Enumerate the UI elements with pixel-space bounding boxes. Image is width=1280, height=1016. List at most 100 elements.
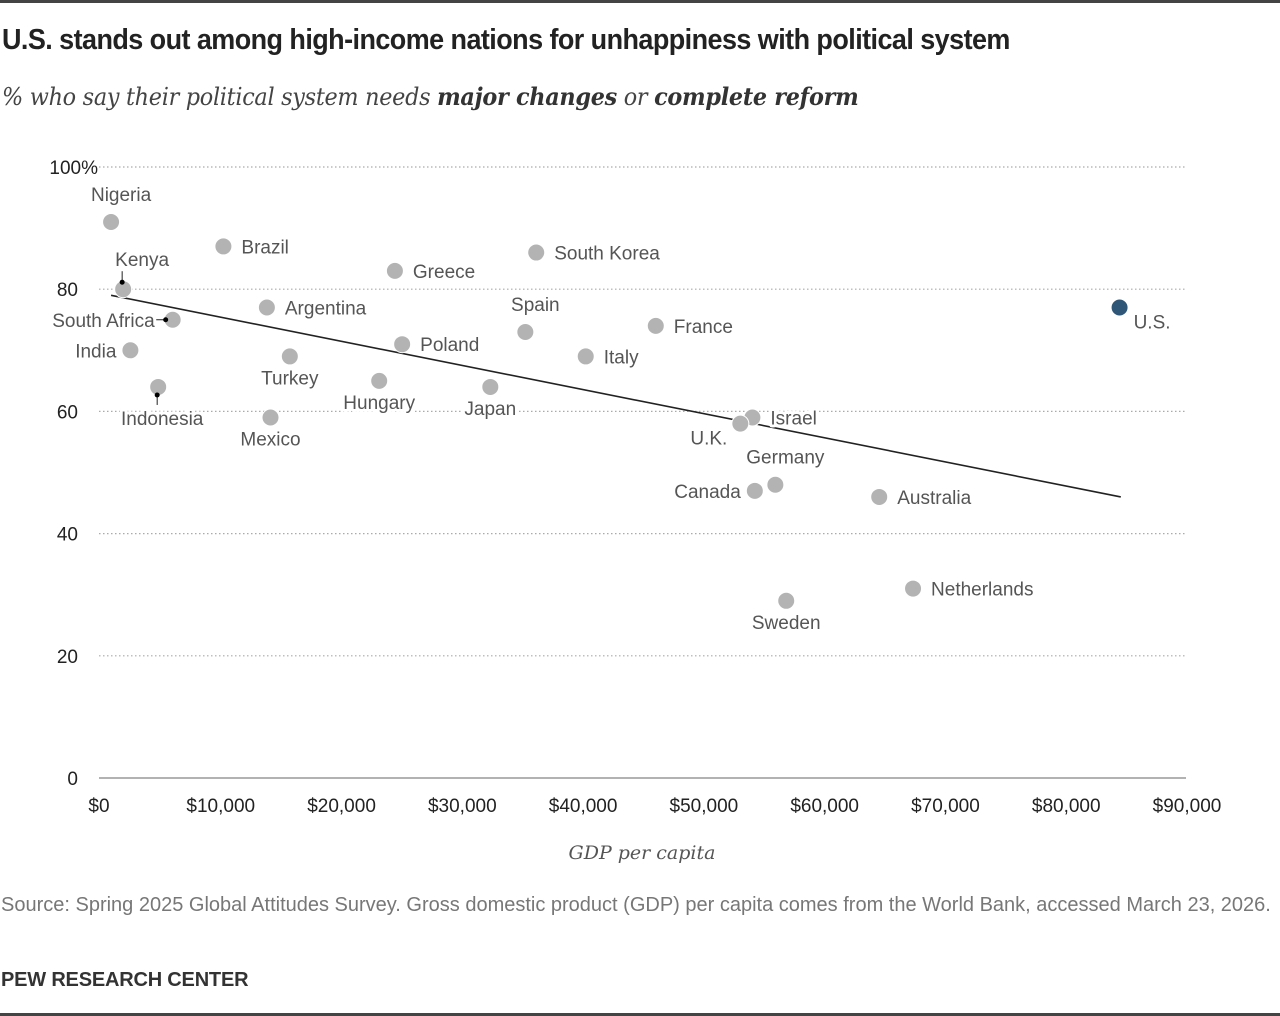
leader-dot (119, 279, 125, 285)
label-turkey: Turkey (261, 368, 319, 389)
label-poland: Poland (420, 335, 479, 356)
x-tick-label: $80,000 (1032, 796, 1101, 817)
point-netherlands (904, 579, 923, 598)
label-israel: Israel (770, 409, 816, 430)
y-tick-label: 20 (57, 647, 78, 668)
x-tick-label: $10,000 (186, 796, 255, 817)
label-nigeria: Nigeria (91, 185, 152, 206)
data-points (102, 212, 1129, 610)
point-hungary (370, 371, 389, 390)
scatter-chart: 0 20 40 60 80 100% $0 $10,000 $20,000 $30,000 $40… (49, 158, 1221, 864)
label-kenya: Kenya (115, 250, 169, 271)
label-halo: Argentina (285, 299, 367, 320)
label-netherlands: Netherlands (931, 580, 1033, 601)
label-indonesia: Indonesia (121, 409, 204, 430)
x-tick-label: $50,000 (670, 796, 739, 817)
label-u-k: U.K. (690, 429, 727, 450)
label-halo: Greece (413, 262, 475, 283)
label-halo: Sweden (752, 613, 821, 634)
label-australia: Australia (897, 488, 971, 509)
label-halo: Brazil (241, 237, 289, 258)
label-halo: Israel (770, 409, 816, 430)
chart-title: U.S. stands out among high-income nation… (2, 24, 1010, 56)
top-rule (0, 0, 1280, 3)
point-u-k (731, 414, 750, 433)
label-south-africa: South Africa (52, 311, 155, 332)
label-halo: Italy (604, 347, 639, 368)
label-halo: Poland (420, 335, 479, 356)
y-tick-label: 80 (57, 280, 78, 301)
x-tick-label: $90,000 (1153, 796, 1222, 817)
brand-label: PEW RESEARCH CENTER (1, 969, 249, 991)
label-halo: Germany (746, 448, 825, 469)
label-mexico: Mexico (240, 430, 300, 451)
y-axis-ticks: 0 20 40 60 80 100% (49, 158, 98, 790)
x-tick-label: $30,000 (428, 796, 497, 817)
label-japan: Japan (464, 399, 516, 420)
label-canada: Canada (674, 482, 741, 503)
subtitle-emphasis-major: major changes (437, 82, 617, 111)
source-note: Source: Spring 2025 Global Attitudes Sur… (1, 894, 1271, 916)
label-greece: Greece (413, 262, 475, 283)
point-nigeria (102, 212, 121, 231)
point-sweden (777, 591, 796, 610)
subtitle-prefix: % who say their political system needs (2, 83, 438, 111)
label-halo: South Africa (52, 311, 155, 332)
subtitle-connector: or (616, 83, 655, 111)
point-spain (516, 322, 535, 341)
y-tick-label: 60 (57, 402, 78, 423)
x-axis-ticks: $0 $10,000 $20,000 $30,000 $40,000 $50,000 $60… (88, 796, 1221, 817)
point-u-s (1110, 298, 1129, 317)
point-canada (745, 481, 764, 500)
label-halo: Japan (464, 399, 516, 420)
x-axis-title: GDP per capita (569, 842, 716, 864)
chart-subtitle: % who say their political system needs m… (2, 82, 859, 111)
point-brazil (214, 237, 233, 256)
label-sweden: Sweden (752, 613, 821, 634)
point-south-korea (527, 243, 546, 262)
point-greece (385, 261, 404, 280)
point-italy (576, 347, 595, 366)
leader-dot (154, 392, 160, 398)
point-argentina (257, 298, 276, 317)
point-india (121, 341, 140, 360)
point-germany (766, 475, 785, 494)
label-hungary: Hungary (343, 393, 415, 414)
point-france (646, 316, 665, 335)
label-halo: Mexico (240, 430, 300, 451)
y-tick-label: 0 (67, 769, 78, 790)
label-south-korea: South Korea (554, 244, 660, 265)
label-brazil: Brazil (241, 237, 289, 258)
label-halo: Nigeria (91, 185, 152, 206)
gridlines (99, 166, 1186, 779)
label-halo: France (674, 317, 733, 338)
label-halo: Spain (511, 295, 560, 316)
leader-dot (163, 317, 169, 323)
bottom-rule (0, 1013, 1280, 1016)
point-japan (481, 377, 500, 396)
x-tick-label: $40,000 (549, 796, 618, 817)
subtitle-emphasis-complete: complete reform (654, 82, 859, 111)
label-halo: Hungary (343, 393, 415, 414)
point-mexico (261, 408, 280, 427)
label-germany: Germany (746, 448, 825, 469)
label-halo: Netherlands (931, 580, 1033, 601)
label-india: India (75, 341, 117, 362)
x-tick-label: $70,000 (911, 796, 980, 817)
label-france: France (674, 317, 733, 338)
x-tick-label: $20,000 (307, 796, 376, 817)
y-tick-label: 100% (49, 158, 98, 179)
label-halo: Canada (674, 482, 741, 503)
label-halo: South Korea (554, 244, 660, 265)
point-turkey (280, 347, 299, 366)
label-spain: Spain (511, 295, 560, 316)
label-halo: U.S. (1134, 313, 1171, 334)
point-australia (870, 487, 889, 506)
label-halo: Indonesia (121, 409, 204, 430)
label-italy: Italy (604, 347, 639, 368)
label-halo: Turkey (261, 368, 319, 389)
point-poland (393, 335, 412, 354)
label-argentina: Argentina (285, 299, 367, 320)
x-tick-label: $60,000 (790, 796, 859, 817)
point-labels: NigeriaNigeriaBrazilBrazilKenyaKenyaSout… (49, 182, 1173, 637)
